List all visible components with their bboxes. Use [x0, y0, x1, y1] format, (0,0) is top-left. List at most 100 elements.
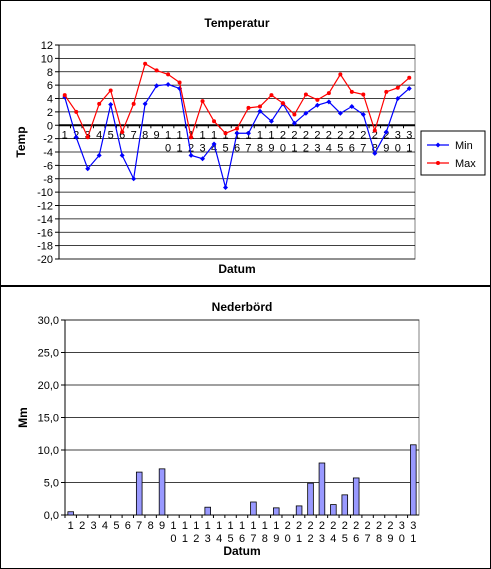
- bar: [67, 511, 74, 516]
- x-tick-label: 8: [148, 520, 154, 532]
- y-tick-label: 4: [47, 94, 53, 106]
- bar: [135, 471, 143, 516]
- bar: [307, 482, 314, 516]
- x-tick-label: 5: [108, 129, 114, 141]
- data-point-max: [108, 88, 113, 93]
- bar: [352, 477, 360, 516]
- y-tick-label: 8: [47, 67, 53, 79]
- x-tick-label: 8: [142, 129, 148, 141]
- y-tick-label: -18: [37, 241, 53, 253]
- data-point-min: [383, 129, 389, 135]
- data-point-min: [200, 156, 206, 162]
- x-tick-label: 7: [131, 129, 137, 141]
- data-point-min: [337, 110, 343, 116]
- data-point-min: [73, 134, 79, 140]
- data-point-min: [314, 102, 320, 108]
- data-point-min: [131, 176, 137, 182]
- y-tick-label: -14: [37, 214, 53, 226]
- x-tick-label: 2: [79, 520, 85, 532]
- y-tick-label: 5,0: [44, 478, 59, 490]
- y-tick-label: -6: [43, 160, 53, 172]
- data-point-min: [165, 81, 171, 87]
- data-point-max: [372, 128, 377, 133]
- data-point-min: [96, 152, 102, 158]
- data-point-max: [85, 135, 90, 140]
- data-point-max: [384, 89, 389, 94]
- data-point-max: [395, 85, 400, 90]
- bar: [295, 505, 303, 516]
- data-point-min: [291, 120, 297, 126]
- data-point-max: [292, 112, 297, 117]
- data-point-max: [326, 91, 331, 96]
- data-point-max: [235, 126, 239, 131]
- data-point-min: [234, 130, 240, 136]
- data-point-max: [246, 105, 251, 110]
- data-point-min: [108, 102, 114, 108]
- data-point-max: [269, 93, 274, 98]
- legend-label-min: Min: [455, 140, 473, 152]
- data-point-min: [360, 112, 366, 118]
- y-tick-label: 15,0: [38, 413, 59, 425]
- bar: [204, 506, 211, 516]
- data-point-max: [62, 93, 67, 98]
- data-point-min: [268, 118, 274, 124]
- temperature-chart-panel: Temperatur -20 -18 -16 -14 -12 -10 -8 -6 -4 -2 0 2 4 6…: [0, 0, 491, 286]
- data-point-min: [211, 141, 217, 147]
- x-tick-label: 3: [85, 129, 91, 141]
- legend: [420, 130, 486, 176]
- y-tick-label: 10,0: [38, 445, 59, 457]
- data-point-max: [97, 101, 102, 106]
- chart-title: Nederbörd: [212, 300, 273, 314]
- x-tick-label: 7: [136, 520, 142, 532]
- y-tick-label: 10: [41, 53, 53, 65]
- data-point-min: [372, 150, 378, 156]
- data-point-min: [188, 152, 194, 158]
- y-tick-label: 0,0: [44, 510, 59, 522]
- x-tick-label: 1: [62, 129, 68, 141]
- y-tick-label: -16: [37, 227, 53, 239]
- bar: [341, 494, 349, 516]
- data-point-min: [326, 99, 332, 105]
- data-point-min: [349, 104, 355, 110]
- bar: [318, 462, 326, 516]
- x-tick-label: 9: [154, 129, 160, 141]
- x-tick-label: 9: [159, 520, 165, 532]
- y-tick-label: 6: [47, 80, 53, 92]
- x-tick-label: 6: [119, 129, 125, 141]
- data-point-max: [131, 101, 136, 106]
- data-point-max: [177, 80, 182, 85]
- data-point-max: [200, 99, 205, 104]
- data-point-min: [257, 108, 263, 114]
- data-point-min: [395, 96, 401, 101]
- y-tick-label: 20,0: [38, 380, 59, 392]
- x-tick-label: 6: [125, 520, 131, 532]
- data-point-min: [406, 85, 412, 91]
